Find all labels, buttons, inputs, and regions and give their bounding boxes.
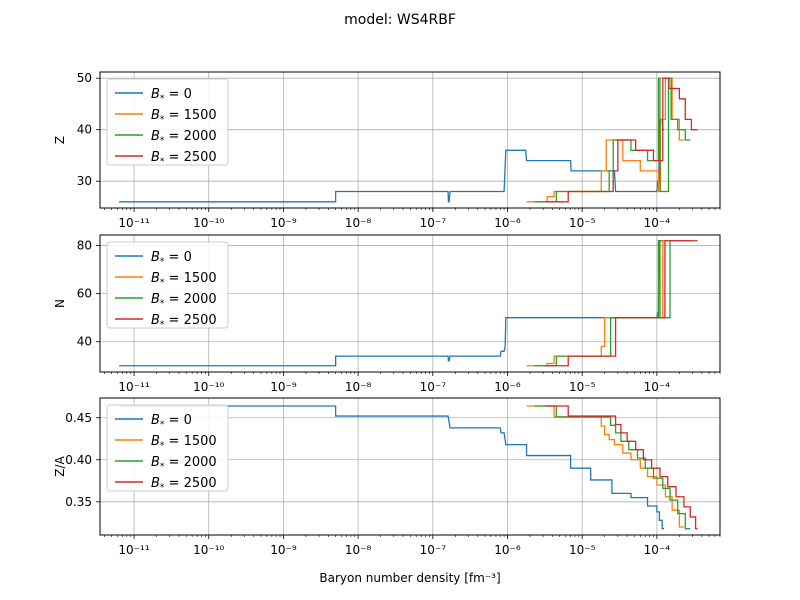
x-tick-label: 10⁻⁴: [644, 380, 671, 394]
legend-entry-3: B* = 2000: [151, 129, 217, 146]
y-tick-label: 60: [77, 287, 92, 301]
plot-frame: [99, 234, 721, 373]
y-tick-label: 50: [77, 71, 92, 85]
x-tick-label: 10⁻⁵: [569, 216, 596, 230]
y-tick-label: 0.40: [65, 453, 92, 467]
legend-entry-1: B* = 0: [151, 87, 192, 104]
x-tick-label: 10⁻⁹: [270, 216, 297, 230]
x-tick-label: 10⁻¹⁰: [193, 216, 224, 230]
series-line-2: [526, 240, 684, 367]
x-tick-label: 10⁻⁸: [345, 543, 372, 557]
x-tick-label: 10⁻⁶: [494, 543, 521, 557]
y-tick-label: 80: [77, 239, 92, 253]
legend-entry-2: B* = 1500: [151, 271, 217, 288]
series-line-1: [119, 405, 665, 530]
x-tick-label: 10⁻¹¹: [118, 216, 149, 230]
y-tick-label: 40: [77, 335, 92, 349]
y-tick-label: 0.45: [65, 411, 92, 425]
legend-box: [106, 404, 229, 492]
x-tick-label: 10⁻⁹: [270, 543, 297, 557]
y-axis-label: Z: [53, 136, 67, 144]
x-tick-label: 10⁻⁶: [494, 380, 521, 394]
series-line-3: [534, 240, 691, 367]
series-line-4: [545, 77, 698, 203]
legend: B* = 0 B* = 1500 B* = 2000 B* = 2500: [106, 241, 229, 330]
y-tick-label: 30: [77, 174, 92, 188]
series-line-3: [534, 77, 691, 203]
series-line-2: [526, 405, 684, 528]
figure-title: model: WS4RBF: [344, 12, 456, 28]
legend: B* = 0 B* = 1500 B* = 2000 B* = 2500: [106, 78, 229, 167]
x-tick-label: 10⁻⁸: [345, 380, 372, 394]
legend-entry-3: B* = 2000: [151, 292, 217, 309]
x-tick-label: 10⁻⁴: [644, 543, 671, 557]
series-line-4: [545, 405, 698, 530]
x-tick-label: 10⁻⁸: [345, 216, 372, 230]
subplot-3: 10⁻¹¹ 10⁻¹⁰ 10⁻⁹ 10⁻⁸ 10⁻⁷ 10⁻⁶ 10⁻⁵ 10⁻⁴ 0.35 0.…: [53, 397, 721, 557]
legend-box: [106, 78, 229, 166]
legend-entry-4: B* = 2500: [151, 150, 217, 167]
series-line-4: [545, 240, 698, 367]
legend-entry-2: B* = 1500: [151, 434, 217, 451]
series-line-2: [526, 77, 684, 203]
x-tick-label: 10⁻⁴: [644, 216, 671, 230]
x-tick-label: 10⁻⁷: [420, 380, 447, 394]
subplot-1: 10⁻¹¹ 10⁻¹⁰ 10⁻⁹ 10⁻⁸ 10⁻⁷ 10⁻⁶ 10⁻⁵ 10⁻⁴ 30 40 50…: [53, 71, 721, 230]
subplot-2: 10⁻¹¹ 10⁻¹⁰ 10⁻⁹ 10⁻⁸ 10⁻⁷ 10⁻⁶ 10⁻⁵ 10⁻⁴ 40 60 80…: [53, 234, 721, 394]
legend-entry-1: B* = 0: [151, 413, 192, 430]
legend: B* = 0 B* = 1500 B* = 2000 B* = 2500: [106, 404, 229, 493]
x-tick-label: 10⁻⁷: [420, 543, 447, 557]
x-axis-label: Baryon number density [fm⁻³]: [319, 571, 500, 585]
panels: 10⁻¹¹ 10⁻¹⁰ 10⁻⁹ 10⁻⁸ 10⁻⁷ 10⁻⁶ 10⁻⁵ 10⁻⁴ 30 40 50…: [53, 71, 721, 557]
x-tick-label: 10⁻¹¹: [118, 380, 149, 394]
series-line-3: [534, 405, 691, 530]
x-tick-label: 10⁻⁷: [420, 216, 447, 230]
plot-frame: [99, 71, 721, 209]
x-tick-label: 10⁻¹⁰: [193, 543, 224, 557]
plot-frame: [99, 397, 721, 536]
legend-entry-1: B* = 0: [151, 250, 192, 267]
legend-entry-4: B* = 2500: [151, 476, 217, 493]
x-tick-label: 10⁻⁵: [569, 380, 596, 394]
y-axis-label: N: [53, 299, 67, 308]
x-tick-label: 10⁻⁵: [569, 543, 596, 557]
legend-entry-2: B* = 1500: [151, 108, 217, 125]
legend-entry-3: B* = 2000: [151, 455, 217, 472]
y-axis-label: Z/A: [53, 455, 67, 476]
x-tick-label: 10⁻⁹: [270, 380, 297, 394]
y-tick-label: 40: [77, 123, 92, 137]
y-tick-label: 0.35: [65, 495, 92, 509]
x-tick-label: 10⁻¹¹: [118, 543, 149, 557]
x-tick-label: 10⁻⁶: [494, 216, 521, 230]
x-tick-label: 10⁻¹⁰: [193, 380, 224, 394]
legend-box: [106, 241, 229, 329]
legend-entry-4: B* = 2500: [151, 313, 217, 330]
